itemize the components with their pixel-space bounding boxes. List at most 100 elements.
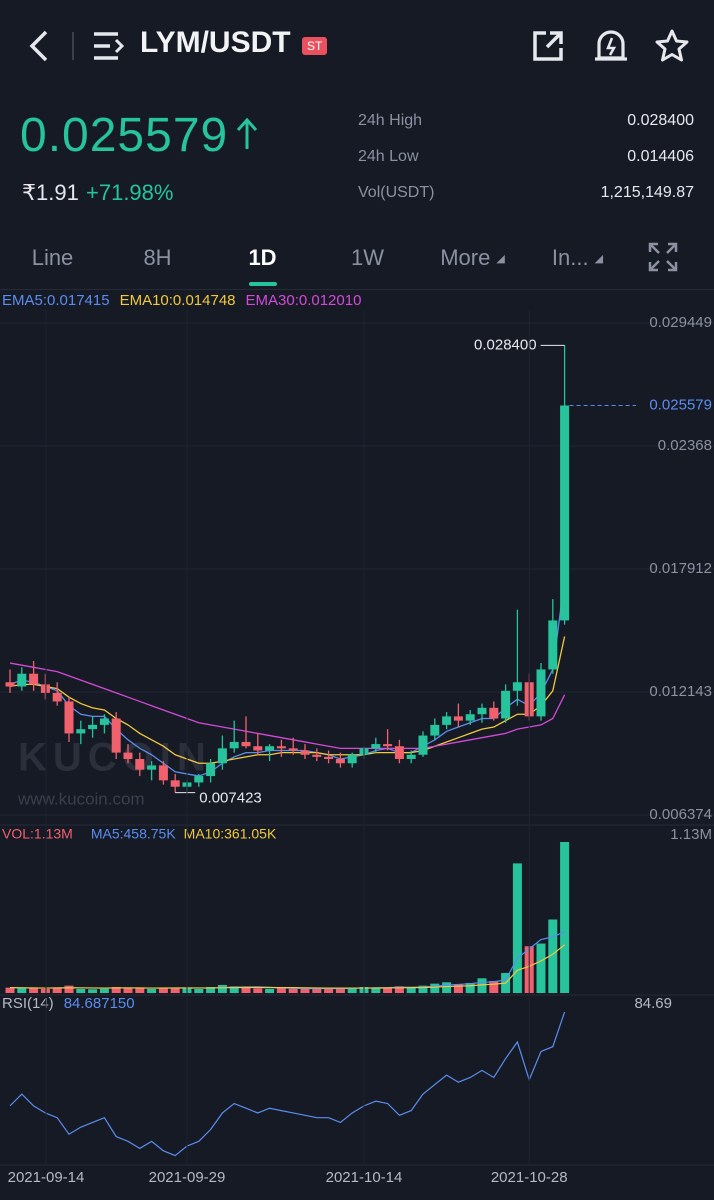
candle-body (394, 746, 404, 760)
volume-tick-label: 1.13M (670, 826, 712, 843)
pair-title: LYM/USDT (140, 26, 291, 59)
stat-label: 24h High (358, 112, 423, 129)
interval-tab[interactable]: More ◢ (420, 236, 525, 284)
legend-entry: EMA30:0.012010 (246, 292, 362, 309)
low-label: 0.007423 (199, 790, 262, 807)
candle-body (560, 405, 570, 621)
last-price: 0.025579 (20, 108, 260, 163)
candle-body (123, 752, 133, 760)
candle-body (501, 690, 511, 719)
volume-bar (5, 987, 15, 993)
volume-bar (29, 987, 39, 993)
candle-body (206, 763, 216, 777)
volume-bar (40, 988, 50, 993)
interval-tab[interactable]: In... ◢ (525, 236, 630, 284)
volume-bar (288, 988, 298, 993)
volume-bar (88, 989, 98, 993)
volume-bar (229, 986, 239, 993)
x-tick-label: 2021-10-14 (326, 1169, 403, 1186)
back-button[interactable] (24, 28, 54, 64)
volume-bar (253, 988, 263, 993)
watermark-url: www.kucoin.com (17, 789, 145, 808)
volume-title: VOL:1.13M (2, 826, 73, 842)
candle-body (135, 759, 145, 770)
volume-bar (536, 943, 546, 993)
volume-bar (383, 987, 393, 993)
tab-label: In... (551, 245, 589, 270)
y-tick-label: 0.006374 (649, 806, 712, 823)
volume-bar (241, 987, 251, 993)
candle-body (170, 780, 180, 787)
interval-tab[interactable]: 1W (315, 236, 420, 284)
volume-bar (99, 988, 109, 993)
alert-button[interactable] (594, 28, 628, 64)
stat-row: 24h Low 0.014406 (358, 148, 694, 184)
volume-bar (418, 985, 428, 993)
candle-body (371, 744, 381, 749)
ema-line (9, 636, 566, 764)
favorite-button[interactable] (654, 28, 690, 64)
header-divider (72, 32, 74, 60)
x-tick-label: 2021-10-28 (491, 1169, 568, 1186)
volume-bar (324, 988, 334, 993)
rsi-line (9, 1011, 566, 1157)
tab-label: 8H (143, 245, 172, 270)
stat-value: 1,215,149.87 (600, 184, 694, 201)
volume-legend-entry: MA5:458.75K (91, 826, 176, 842)
volume-bar (560, 842, 570, 993)
volume-bar (158, 988, 168, 993)
candle-body (29, 673, 39, 685)
tabs-divider (0, 289, 714, 290)
volume-bar (64, 985, 74, 993)
volume-bar (194, 988, 204, 993)
candle-body (276, 746, 286, 749)
fullscreen-button[interactable] (648, 242, 678, 272)
volume-bar (465, 982, 475, 993)
volume-bar (111, 986, 121, 993)
volume-bar (123, 987, 133, 993)
candle-body (324, 756, 334, 760)
stat-value: 0.028400 (627, 112, 694, 129)
last-price-label: 0.025579 (649, 396, 712, 413)
candle-body (64, 701, 74, 734)
volume-bar (170, 987, 180, 993)
stat-label: 24h Low (358, 148, 419, 165)
y-tick-label: 0.017912 (649, 560, 712, 577)
volume-bar (548, 919, 558, 993)
candle-body (88, 724, 98, 730)
volume-bar (335, 988, 345, 993)
up-arrow (237, 117, 258, 149)
volume-bar (206, 986, 216, 993)
volume-bar (147, 988, 157, 993)
interval-tab[interactable]: Line (0, 236, 105, 284)
x-tick-label: 2021-09-29 (149, 1169, 226, 1186)
tab-label: More (440, 245, 491, 270)
candle-body (442, 716, 452, 725)
candle-body (99, 718, 109, 725)
candle-body (52, 692, 62, 702)
candle-body (158, 765, 168, 781)
candle-body (5, 682, 15, 687)
rsi-title: RSI(14) (2, 995, 54, 1012)
candle-body (453, 716, 463, 721)
volume-bar (489, 980, 499, 993)
volume-bar (477, 978, 487, 993)
tab-label: Line (31, 245, 74, 270)
interval-tab[interactable]: 8H (105, 236, 210, 284)
candle-body (347, 754, 357, 764)
stats-table: 24h High 0.028400 24h Low 0.014406 Vol(USDT)… (358, 112, 694, 220)
y-tick-label: 0.02368 (658, 437, 712, 454)
share-button[interactable] (532, 30, 564, 62)
volume-bar (394, 986, 404, 993)
fiat-price: ₹1.91 (22, 180, 79, 205)
candle-body (512, 682, 522, 691)
stat-label: Vol(USDT) (358, 184, 435, 201)
stat-value: 0.014406 (627, 148, 694, 165)
stat-row: 24h High 0.028400 (358, 112, 694, 148)
interval-tab[interactable]: 1D (210, 236, 315, 286)
candle-body (17, 673, 27, 687)
candle-body (147, 765, 157, 770)
menu-button[interactable] (92, 30, 126, 62)
volume-bar (135, 987, 145, 993)
